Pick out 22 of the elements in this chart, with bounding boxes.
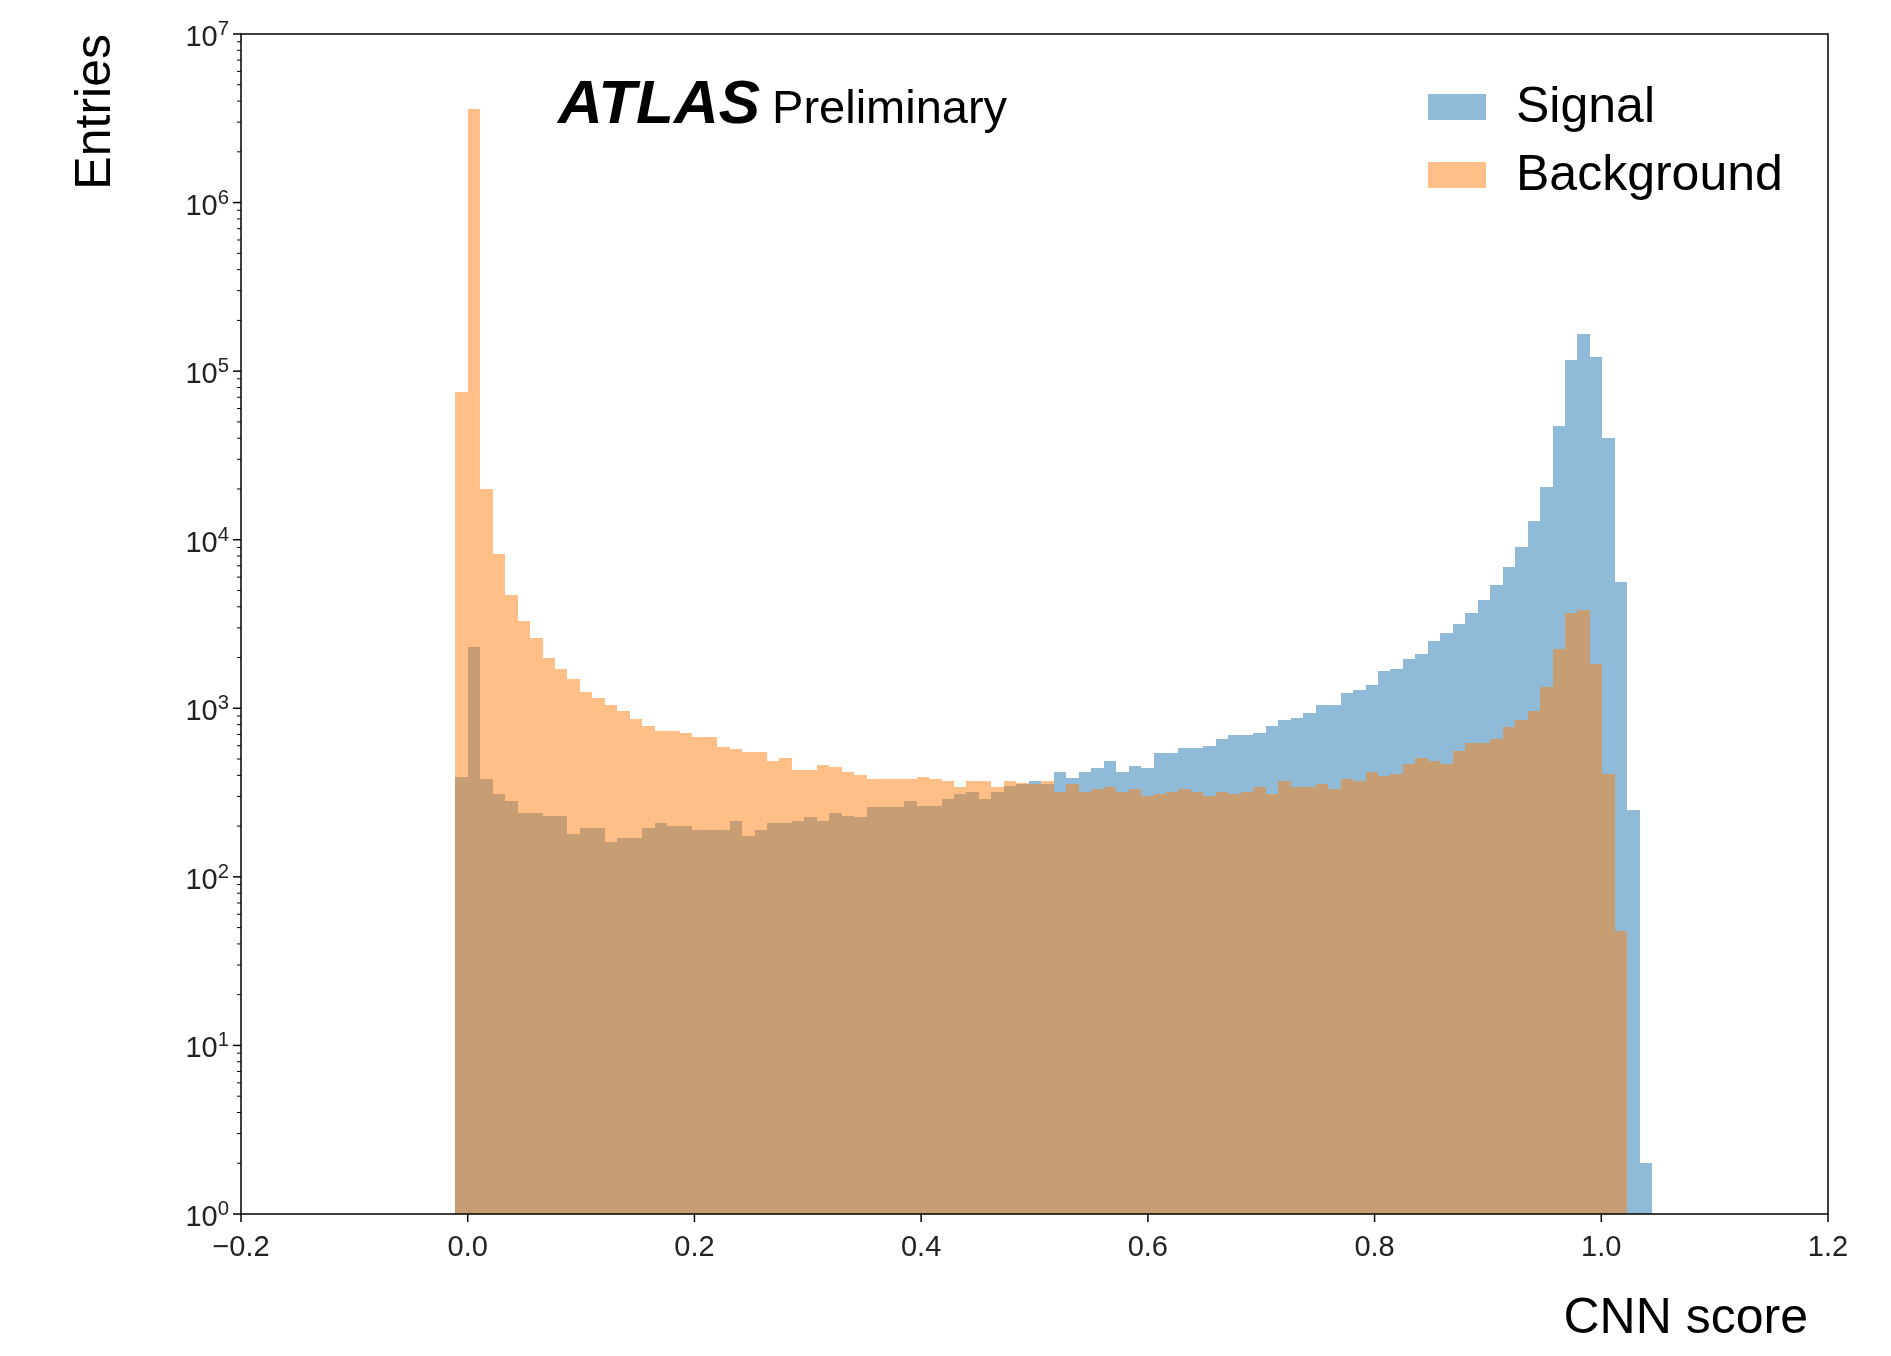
y-axis-title: Entries [65,34,121,190]
x-tick-label: 0.0 [447,1230,488,1262]
x-tick-label: 0.4 [900,1230,942,1262]
x-tick-label: 0.8 [1354,1230,1395,1262]
y-tick-label: 10$^{3}$ [185,691,229,727]
legend-label: Signal [1516,77,1655,133]
legend-label: Background [1516,145,1783,201]
y-tick-label: 10$^{4}$ [185,522,229,558]
x-tick-label: 1.0 [1581,1230,1622,1262]
annotation: ATLAS [556,67,761,136]
x-tick-label: 0.2 [674,1230,715,1262]
x-tick-label: −0.2 [212,1230,270,1262]
y-tick-label: 10$^{6}$ [185,185,229,221]
x-tick-label: 0.6 [1127,1230,1169,1262]
x-tick-label: 1.2 [1807,1230,1849,1262]
y-tick-label: 10$^{5}$ [185,354,229,390]
y-tick-label: 10$^{2}$ [185,859,229,895]
annotation: Preliminary [772,80,1008,133]
y-tick-label: 10$^{7}$ [185,17,229,52]
x-axis-title: CNN score [1563,1288,1808,1344]
y-tick-label: 10$^{0}$ [185,1197,229,1232]
y-tick-label: 10$^{1}$ [185,1028,229,1064]
